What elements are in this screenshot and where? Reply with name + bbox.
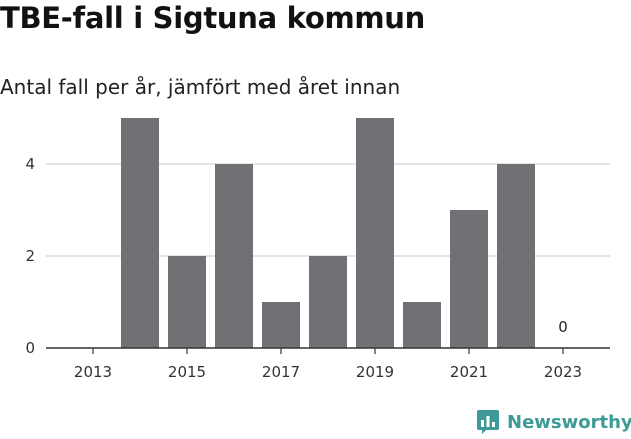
bar-2015: [168, 256, 206, 348]
x-tick-label: 2023: [544, 363, 582, 381]
bar-2021: [450, 210, 488, 348]
chart-subtitle: Antal fall per år, jämfört med året inna…: [0, 75, 401, 99]
newsworthy-logo-icon: [477, 410, 499, 434]
bar-2017: [262, 302, 300, 348]
brand-name: Newsworthy: [507, 411, 631, 433]
chart-title: TBE-fall i Sigtuna kommun: [0, 1, 425, 35]
y-tick-label: 2: [25, 247, 35, 265]
x-tick-label: 2017: [262, 363, 300, 381]
bars: [121, 118, 535, 348]
x-tick-label: 2021: [450, 363, 488, 381]
x-tick-label: 2015: [168, 363, 206, 381]
bar-2016: [215, 164, 253, 348]
newsworthy-logo: Newsworthy: [476, 407, 631, 437]
data-labels: 0: [558, 318, 568, 336]
bar-2020: [403, 302, 441, 348]
x-tick-label: 2019: [356, 363, 394, 381]
y-tick-label: 4: [25, 155, 35, 173]
y-axis-labels: 0 2 4: [25, 155, 35, 357]
bar-2014: [121, 118, 159, 348]
data-label-2023: 0: [558, 318, 568, 336]
bar-2019: [356, 118, 394, 348]
x-axis: 2013 2015 2017 2019 2021 2023: [46, 347, 610, 381]
bar-2022: [497, 164, 535, 348]
bar-2018: [309, 256, 347, 348]
y-tick-label: 0: [25, 339, 35, 357]
x-tick-label: 2013: [74, 363, 112, 381]
